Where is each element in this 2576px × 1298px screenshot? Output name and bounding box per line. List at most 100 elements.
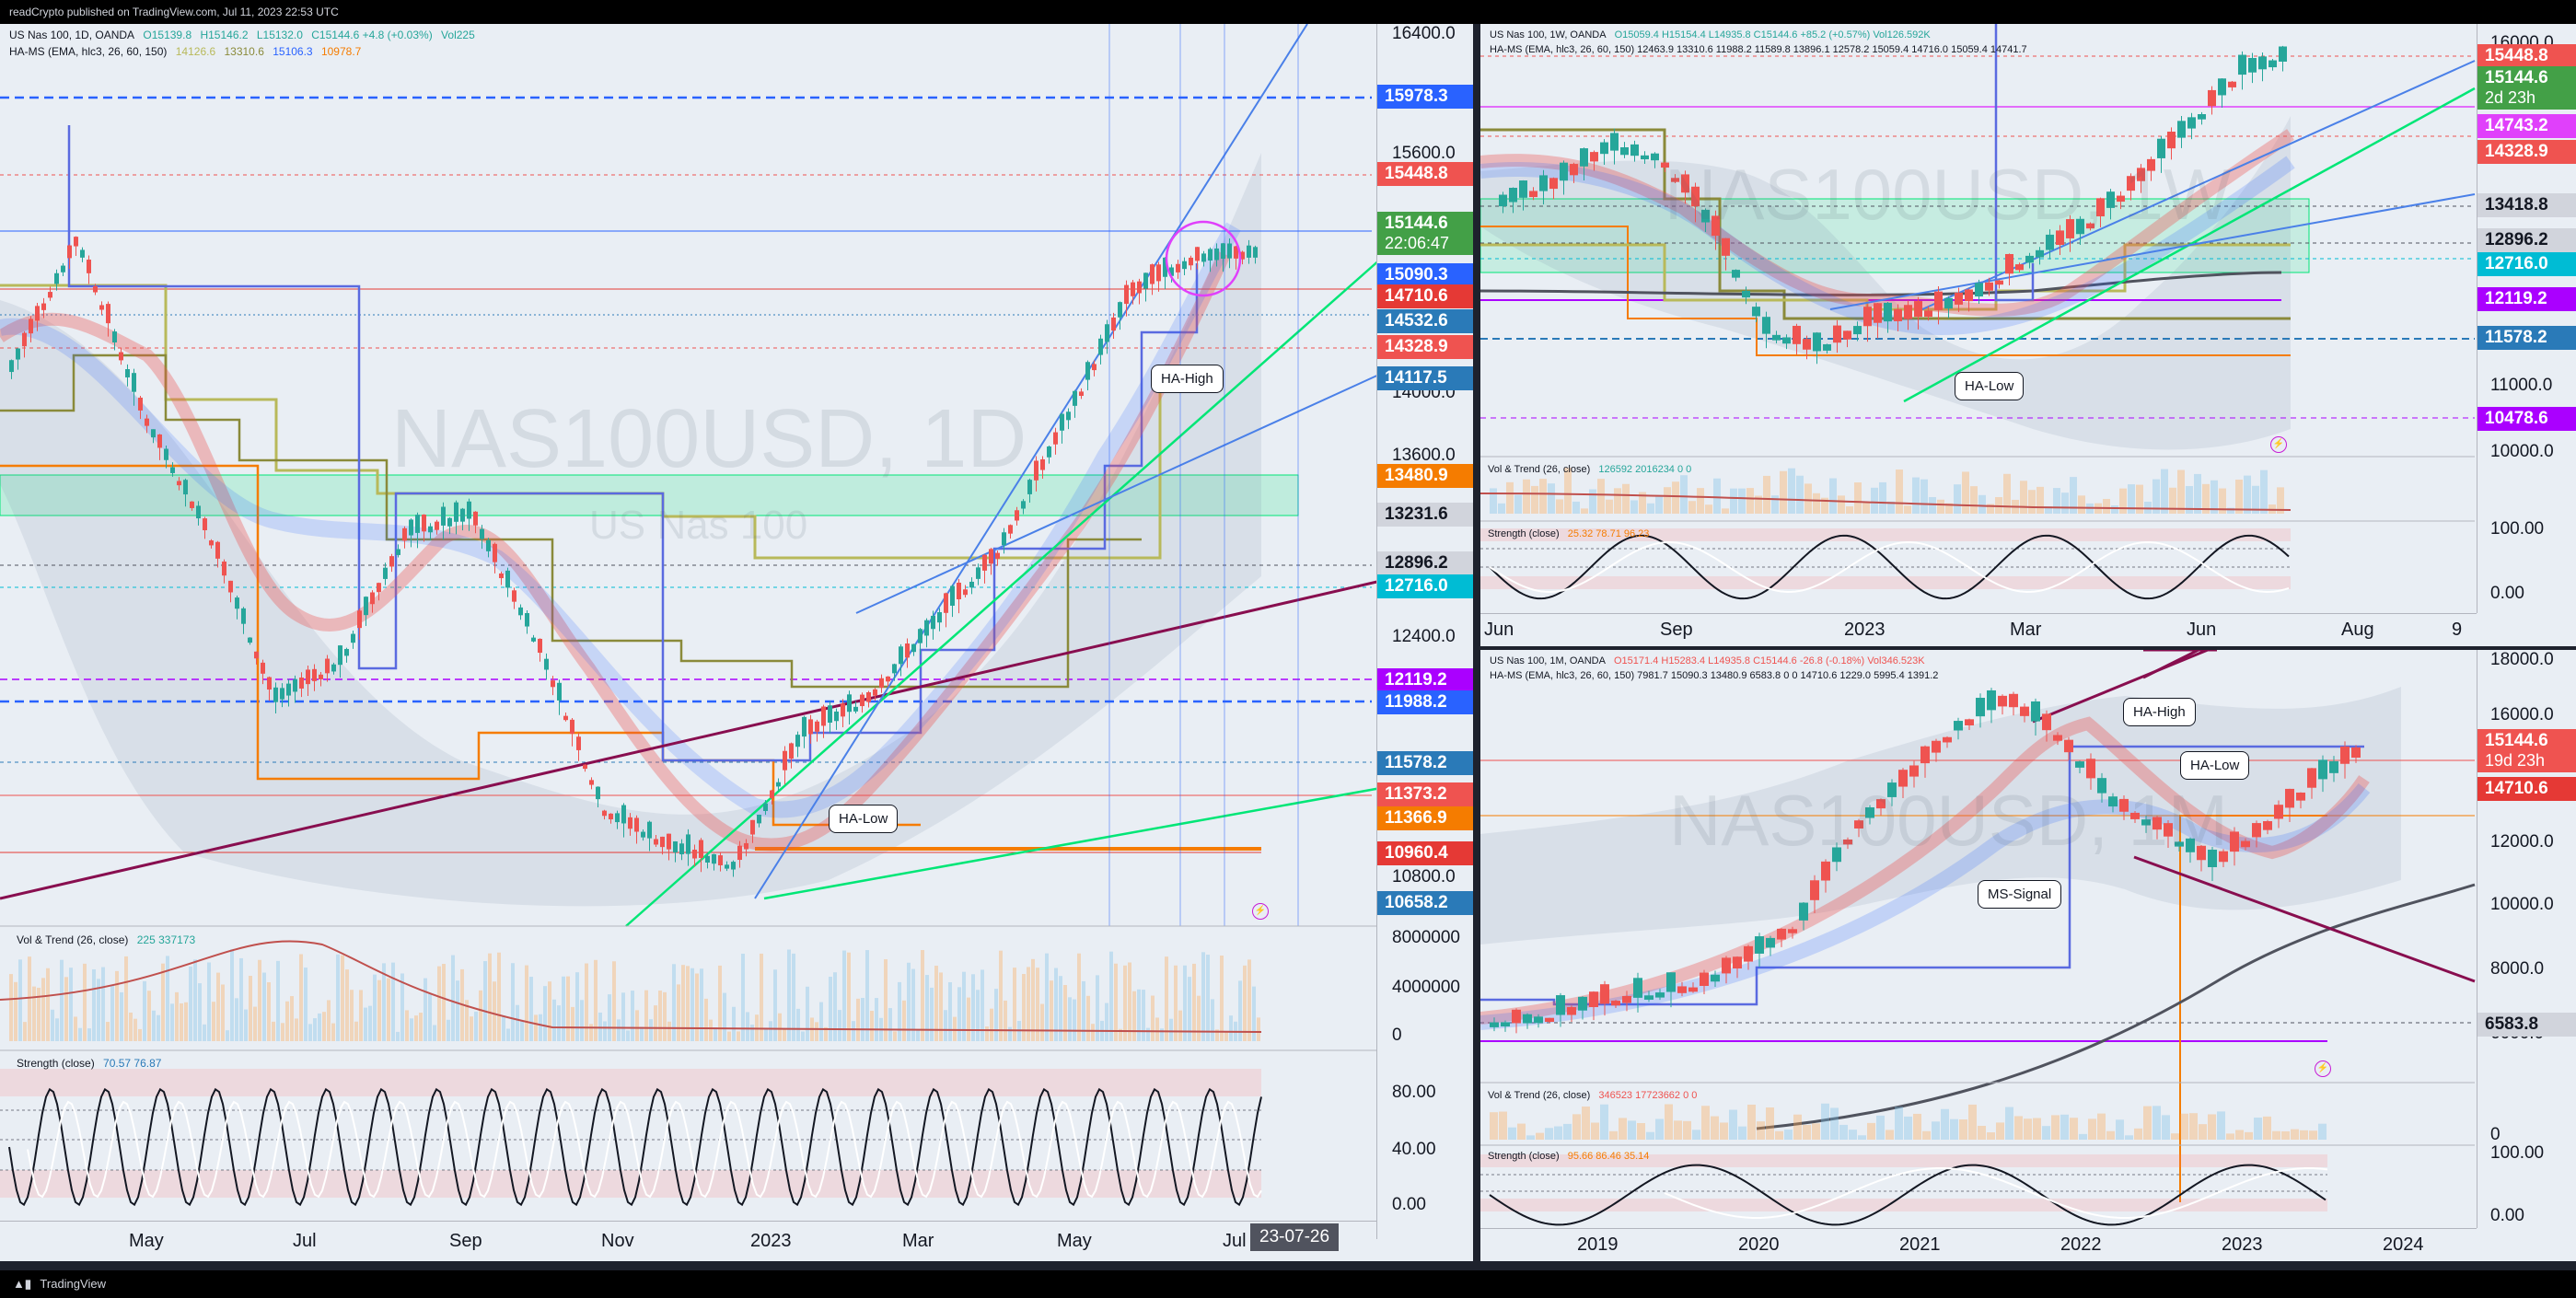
volume-bar [203,1024,206,1041]
volume-bar [1252,986,1256,1041]
candlestick [138,397,143,411]
volume-bar [612,961,616,1041]
volume-bar [1757,1121,1765,1140]
candlestick [299,678,304,689]
volume-bar [575,972,579,1041]
candlestick [1788,929,1797,933]
volume-bar [1862,503,1870,514]
price-label: 13231.6 [1377,503,1473,527]
volume-bar [1876,1115,1885,1140]
candlestick [54,272,59,284]
vol-trend-title[interactable]: Vol & Trend (26, close) [17,933,129,946]
candlestick [1732,270,1740,278]
x-tick: Sep [1660,620,1693,640]
candlestick [944,593,948,613]
candlestick [750,819,755,835]
weekly-time-axis[interactable]: Jun Sep 2023 Mar Jun Aug 9 [1480,613,2477,646]
alert-icon[interactable]: ⚡ [2270,436,2287,453]
chart-panel-weekly[interactable]: US Nas 100, 1W, OANDA O15059.4 H15154.4 … [1480,24,2576,646]
indicator-name[interactable]: HA-MS (EMA, hlc3, 26, 60, 150) [9,45,168,58]
x-tick: 2019 [1577,1234,1619,1255]
volume-bar [1788,468,1795,514]
candlestick [989,549,993,564]
volume-bar [2136,484,2143,514]
price-label-value: 12119.2 [1385,670,1447,690]
strength-title[interactable]: Strength (close) [1488,528,1560,539]
volume-bar [1554,1126,1562,1140]
candlestick [1944,297,1953,309]
volume-bar [746,1012,749,1041]
candlestick [2208,89,2216,107]
volume-bar [764,1027,768,1041]
candlestick [1002,532,1006,546]
chart-panel-monthly[interactable]: US Nas 100, 1M, OANDA O15171.4 H15283.4 … [1480,650,2576,1261]
candlestick [1722,957,1731,974]
chart-panel-daily[interactable]: US Nas 100, 1D, OANDA O15139.8 H15146.2 … [0,24,1473,1261]
candlestick [1762,317,1770,334]
indicator-values[interactable]: HA-MS (EMA, hlc3, 26, 60, 150) 7981.7 15… [1490,670,1939,681]
price-label-value: 11373.2 [1385,784,1447,804]
candlestick [1040,458,1045,470]
candlestick [1700,972,1709,986]
candlestick [563,715,568,721]
volume-bar [1188,977,1191,1041]
symbol-name[interactable]: US Nas 100, 1W, OANDA [1490,29,1607,41]
price-label-value: 6583.8 [2485,1014,2539,1034]
volume-bar [9,974,13,1041]
volume-bar [106,1022,110,1041]
x-tick: Aug [2341,620,2374,640]
monthly-chart-canvas[interactable] [1480,650,2576,1261]
volume-bar [327,1000,331,1041]
candlestick [1189,257,1193,266]
volume-bar [1688,501,1696,514]
volume-bar [2033,1118,2041,1140]
candlestick [660,836,665,848]
volume-bar [1517,1123,1526,1140]
candlestick [596,786,600,800]
monthly-price-axis[interactable]: 18000.0 16000.0 12000.0 10000.0 8000.0 6… [2477,650,2576,1228]
candlestick [641,831,645,838]
volume-bar [1137,989,1141,1041]
volume-bar [506,1028,510,1041]
candlestick [1865,807,1874,818]
alert-icon[interactable]: ⚡ [1252,903,1269,920]
volume-bar [1784,1130,1793,1140]
monthly-time-axis[interactable]: 2019 2020 2021 2022 2023 2024 [1480,1228,2477,1261]
strength-title[interactable]: Strength (close) [1488,1151,1560,1162]
candlestick [1047,446,1051,458]
daily-chart-canvas[interactable] [0,24,1473,1261]
price-label: 6583.8 [2477,1013,2576,1037]
price-label-value: 12896.2 [2485,230,2548,249]
volume-bar [1954,484,1961,514]
volume-bar [1536,1132,1544,1140]
weekly-chart-canvas[interactable] [1480,24,2576,646]
candlestick [905,643,910,658]
symbol-name[interactable]: US Nas 100, 1M, OANDA [1490,655,1606,666]
volume-bar [640,1026,644,1041]
candlestick [1124,284,1129,305]
candlestick [2274,805,2283,819]
candlestick [447,517,452,527]
candlestick [1589,991,1598,1008]
symbol-name[interactable]: US Nas 100, 1D, OANDA [9,29,135,41]
vol-trend-title[interactable]: Vol & Trend (26, close) [1488,1090,1591,1101]
volume-bar [948,981,952,1041]
strength-title[interactable]: Strength (close) [17,1057,95,1070]
volume-bar [1059,976,1062,1041]
volume-bar [1887,501,1895,514]
alert-icon[interactable]: ⚡ [2315,1060,2331,1077]
price-label-value: 11578.2 [2485,328,2547,347]
candlestick [1208,249,1213,261]
volume-bar [552,999,556,1041]
daily-price-axis[interactable]: 16400.0 15600.0 14000.0 13600.0 12400.0 … [1376,24,1473,1239]
vol-trend-title[interactable]: Vol & Trend (26, close) [1488,464,1591,475]
candlestick [2075,761,2084,768]
volume-bar [1490,488,1497,514]
volume-bar [364,1007,367,1041]
price-label: 14710.6 [2477,777,2576,801]
x-tick: 2023 [2222,1234,2263,1255]
indicator-values[interactable]: HA-MS (EMA, hlc3, 26, 60, 150) 12463.9 1… [1490,44,2027,55]
volume-bar [1904,1116,1912,1140]
weekly-price-axis[interactable]: 16000.0 14000.0 11000.0 10000.0 100.00 0… [2477,24,2576,613]
daily-time-axis[interactable]: May Jul Sep Nov 2023 Mar May Jul 23-07-2… [0,1221,1376,1261]
